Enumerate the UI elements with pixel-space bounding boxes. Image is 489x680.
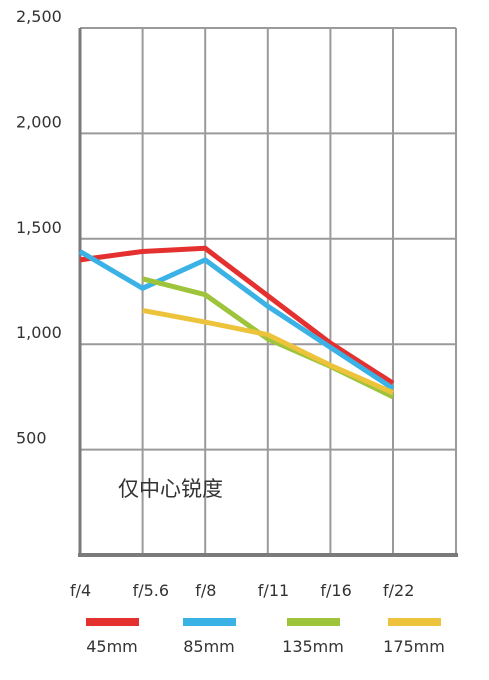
legend-label-45mm: 45mm	[86, 637, 138, 656]
x-tick-label: f/5.6	[133, 581, 169, 600]
axes	[78, 28, 458, 557]
y-tick-label: 500	[16, 429, 47, 448]
y-tick-label: 2,500	[16, 7, 62, 26]
x-tick-label: f/4	[70, 581, 91, 600]
x-tick-label: f/16	[320, 581, 351, 600]
legend: 45mm 85mm 135mm 175mm	[86, 618, 445, 656]
x-tick-label: f/8	[195, 581, 216, 600]
legend-label-175mm: 175mm	[383, 637, 445, 656]
legend-swatch-85mm	[183, 618, 236, 626]
chart-annotation: 仅中心锐度	[118, 477, 223, 501]
x-tick-label: f/11	[258, 581, 289, 600]
legend-swatch-135mm	[287, 618, 340, 626]
legend-swatch-45mm	[86, 618, 139, 626]
x-tick-label: f/22	[383, 581, 414, 600]
y-tick-label: 2,000	[16, 112, 62, 131]
y-tick-label: 1,500	[16, 218, 62, 237]
series-line-45mm	[79, 245, 395, 386]
series-line-85mm	[78, 249, 395, 391]
legend-label-85mm: 85mm	[183, 637, 235, 656]
tick-labels: 2,500 2,000 1,500 1,000 500 f/4 f/5.6 f/8 f/11 f/…	[16, 7, 414, 600]
series-lines	[78, 245, 395, 400]
series-line-175mm	[142, 308, 395, 395]
y-tick-label: 1,000	[16, 323, 62, 342]
grid	[79, 27, 457, 555]
legend-label-135mm: 135mm	[282, 637, 344, 656]
legend-swatch-175mm	[388, 618, 441, 626]
